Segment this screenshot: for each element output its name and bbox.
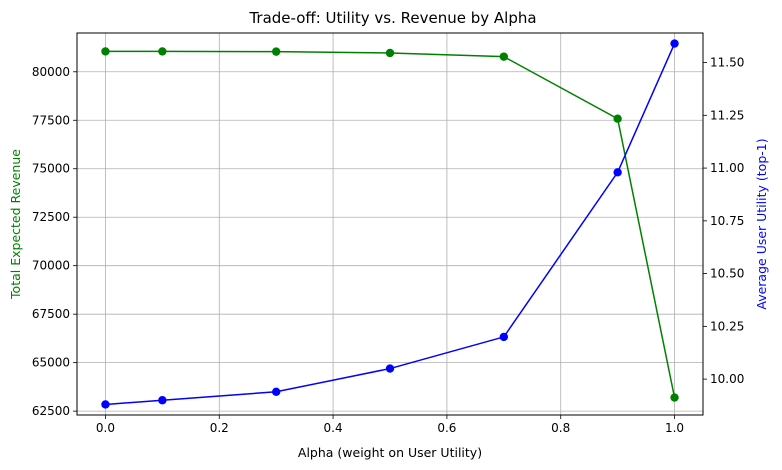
y-right-tick-label: 10.75 [710,214,744,228]
series-left [101,47,679,402]
data-point-left [613,114,622,123]
y-left-tick-label: 80000 [32,65,70,79]
y-right-tick-label: 11.25 [710,108,744,122]
series-line-right [105,43,676,406]
x-axis: 0.0 0.2 0.4 0.6 0.8 1.0 [96,415,684,435]
data-point-right [158,396,167,405]
data-point-left [670,393,679,402]
x-tick-label: 0.4 [324,421,343,435]
y-right-tick-label: 11.00 [710,161,744,175]
y-left-tick-label: 77500 [32,113,70,127]
y-axis-left: 62500 65000 67500 70000 72500 75000 77500 80000 [32,65,77,418]
y-axis-left-label: Total Expected Revenue [8,149,23,300]
y-left-tick-label: 62500 [32,404,70,418]
plot-frame [76,32,704,416]
data-point-right [613,168,622,177]
data-point-left [499,52,509,61]
x-tick-label: 0.8 [551,421,570,435]
grid [77,33,703,415]
x-tick-label: 1.0 [665,421,684,435]
series-line-left [105,50,676,398]
data-point-left [158,47,167,56]
y-right-tick-label: 10.00 [710,372,744,386]
data-point-left [271,47,281,56]
chart-title: Trade-off: Utility vs. Revenue by Alpha [248,9,536,27]
y-right-tick-label: 10.25 [710,319,744,333]
data-point-right [271,387,281,396]
y-right-tick-label: 11.50 [710,56,744,70]
y-axis-right-label: Average User Utility (top-1) [754,138,769,309]
y-left-tick-label: 67500 [32,307,70,321]
data-point-right [499,332,509,342]
data-point-right [101,400,110,409]
y-left-tick-label: 75000 [32,162,70,176]
y-right-tick-label: 10.50 [710,267,744,281]
x-tick-label: 0.2 [210,421,229,435]
series-layer [101,39,679,409]
series-right [101,39,679,409]
x-tick-label: 0.0 [96,421,115,435]
data-point-left [101,47,110,56]
y-left-tick-label: 65000 [32,356,70,370]
data-point-right [385,364,395,373]
data-point-left [385,48,395,58]
data-point-right [670,39,679,48]
y-left-tick-label: 70000 [32,259,70,273]
x-tick-label: 0.6 [437,421,456,435]
x-axis-label: Alpha (weight on User Utility) [298,445,482,460]
y-left-tick-label: 72500 [32,210,70,224]
y-axis-right: 10.00 10.25 10.50 10.75 11.00 11.25 11.50 [703,56,744,386]
